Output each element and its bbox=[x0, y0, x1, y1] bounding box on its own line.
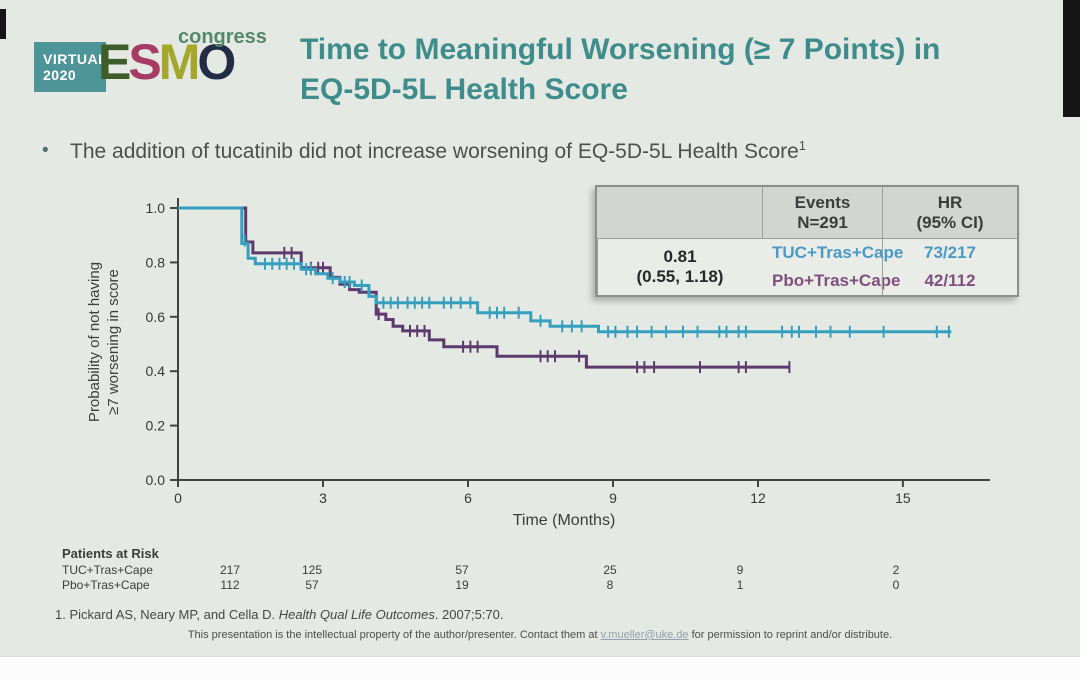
risk-count: 9 bbox=[736, 563, 744, 577]
esmo-letter-s: S bbox=[128, 34, 161, 90]
svg-text:12: 12 bbox=[750, 490, 766, 506]
svg-text:0.2: 0.2 bbox=[146, 418, 166, 434]
y-axis-title-line-1: Probability of not having bbox=[86, 261, 103, 423]
virtual-label: VIRTUAL bbox=[43, 51, 108, 67]
risk-count: 19 bbox=[455, 578, 469, 592]
svg-text:6: 6 bbox=[464, 490, 472, 506]
stats-row-pbo-events: 42/112 bbox=[882, 267, 1017, 295]
slide-title: Time to Meaningful Worsening (≥ 7 Points… bbox=[300, 30, 1020, 110]
svg-text:15: 15 bbox=[895, 490, 911, 506]
contact-email-link[interactable]: v.mueller@uke.de bbox=[600, 629, 689, 641]
stats-row-tuc-label: TUC+Tras+Cape bbox=[772, 243, 904, 263]
bottom-white-strip bbox=[0, 656, 1080, 680]
svg-text:9: 9 bbox=[609, 490, 617, 506]
svg-text:0.6: 0.6 bbox=[146, 309, 166, 325]
key-finding-bullet: • The addition of tucatinib did not incre… bbox=[42, 138, 1022, 164]
esmo-letter-m: M bbox=[158, 34, 201, 90]
esmo-wordmark: ESMO bbox=[98, 32, 236, 92]
svg-text:1.0: 1.0 bbox=[146, 200, 166, 216]
bullet-dot: • bbox=[42, 140, 49, 161]
bullet-text: The addition of tucatinib did not increa… bbox=[70, 140, 799, 163]
x-axis-title: Time (Months) bbox=[512, 512, 616, 529]
virtual-2020-badge: VIRTUAL 2020 bbox=[34, 42, 108, 92]
stats-hr-value: 0.81 (0.55, 1.18) bbox=[597, 239, 762, 295]
y-axis-title: Probability of not having ≥7 worsening i… bbox=[85, 195, 125, 489]
video-frame-bar-right bbox=[1063, 0, 1080, 117]
km-chart: 1.0 0.8 0.6 0.4 0.2 0.0 0 3 6 9 12 15 bbox=[146, 198, 990, 506]
risk-count: 125 bbox=[301, 563, 323, 577]
risk-count: 1 bbox=[736, 578, 744, 592]
risk-count: 57 bbox=[305, 578, 319, 592]
stats-row-tuc-events: 73/217 bbox=[882, 239, 1017, 267]
risk-row-label: TUC+Tras+Cape bbox=[62, 563, 153, 577]
virtual-year: 2020 bbox=[43, 67, 77, 83]
stats-header-events: Events N=291 bbox=[762, 187, 882, 239]
esmo-congress-logo: VIRTUAL 2020 ESMO congress bbox=[30, 26, 290, 98]
risk-count: 57 bbox=[455, 563, 469, 577]
title-line-2: EQ-5D-5L Health Score bbox=[300, 73, 628, 106]
stats-row-pbo-label: Pbo+Tras+Cape bbox=[772, 271, 901, 291]
risk-count: 0 bbox=[892, 578, 900, 592]
video-frame-bar-left bbox=[0, 9, 6, 39]
risk-row-tuc: TUC+Tras+Cape 217 125 57 25 9 2 bbox=[0, 563, 1080, 578]
svg-text:0.8: 0.8 bbox=[146, 254, 166, 270]
esmo-letter-e: E bbox=[98, 34, 131, 90]
stats-header-empty bbox=[597, 187, 762, 239]
svg-text:0: 0 bbox=[174, 490, 182, 506]
svg-text:3: 3 bbox=[319, 490, 327, 506]
svg-text:0.4: 0.4 bbox=[146, 363, 166, 379]
copyright-footer: This presentation is the intellectual pr… bbox=[187, 629, 893, 641]
congress-label: congress bbox=[178, 26, 267, 48]
title-line-1: Time to Meaningful Worsening (≥ 7 Points… bbox=[300, 33, 941, 66]
patients-at-risk-title: Patients at Risk bbox=[62, 546, 159, 561]
stats-header-hr: HR (95% CI) bbox=[882, 187, 1017, 239]
risk-row-pbo: Pbo+Tras+Cape 112 57 19 8 1 0 bbox=[0, 578, 1080, 593]
risk-count: 112 bbox=[220, 578, 240, 592]
risk-count: 217 bbox=[219, 563, 241, 577]
reference-footnote: 1. Pickard AS, Neary MP, and Cella D. He… bbox=[55, 607, 504, 622]
esmo-letter-o: O bbox=[197, 34, 236, 90]
events-hr-table: Events N=291 HR (95% CI) TUC+Tras+Cape 7… bbox=[595, 185, 1019, 297]
y-axis-title-line-2: ≥7 worsening in score bbox=[105, 269, 122, 415]
risk-count: 25 bbox=[603, 563, 617, 577]
journal-name: Health Qual Life Outcomes bbox=[278, 607, 435, 622]
risk-count: 2 bbox=[892, 563, 900, 577]
risk-row-label: Pbo+Tras+Cape bbox=[62, 578, 150, 592]
risk-count: 8 bbox=[606, 578, 614, 592]
svg-text:0.0: 0.0 bbox=[146, 472, 166, 488]
bullet-reference-superscript: 1 bbox=[798, 138, 807, 153]
